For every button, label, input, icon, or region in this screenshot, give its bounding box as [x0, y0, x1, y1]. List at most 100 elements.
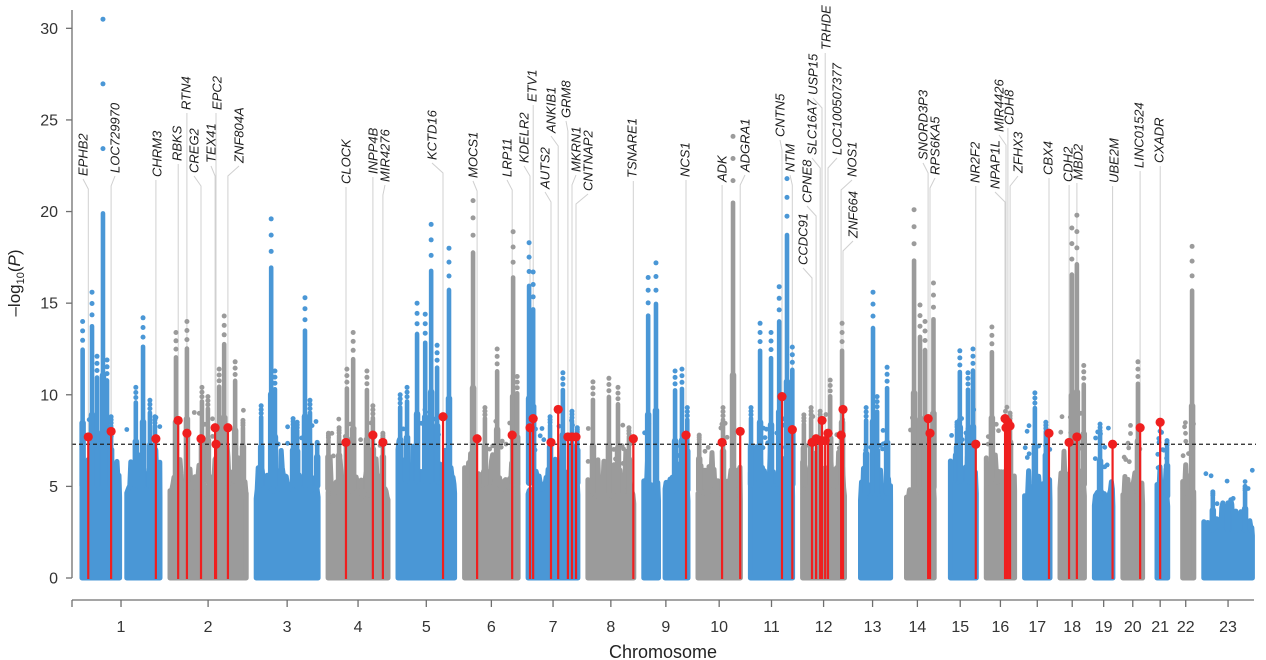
peak-point: [789, 352, 795, 358]
lead-variant-zfhx3: [1005, 421, 1015, 579]
background-point: [1128, 431, 1133, 436]
peak-point: [606, 375, 612, 381]
peak-point: [696, 432, 702, 438]
background-point: [1180, 453, 1186, 459]
peak-chr5: [445, 245, 453, 485]
peak-chr5: [396, 392, 404, 485]
peak-point: [1189, 273, 1195, 279]
x-tick-label: 11: [763, 619, 780, 636]
peak-point: [414, 300, 420, 306]
background-point: [1183, 430, 1188, 436]
peak-point: [1189, 258, 1195, 264]
peak-point: [863, 409, 869, 415]
leader-line-znf804a: [227, 165, 240, 428]
peak-point: [839, 320, 845, 326]
leader-line-creg2: [193, 175, 202, 439]
peak-chr1: [88, 289, 96, 489]
lead-variant-point: [787, 424, 797, 435]
peak-point: [428, 252, 434, 258]
background-point: [487, 446, 492, 452]
lead-variant-point: [823, 428, 833, 438]
peak-chr5: [421, 311, 429, 485]
peak-chr13: [862, 405, 870, 497]
gene-label-tsnare1: TSNARE1: [625, 118, 640, 178]
peak-chr20: [1134, 359, 1142, 497]
peak-point: [679, 366, 685, 372]
gene-label-auts2: AUTS2: [538, 146, 553, 190]
peak-point: [590, 385, 596, 391]
peak-point: [364, 381, 370, 387]
gene-label-slc16a7: SLC16A7: [805, 99, 820, 155]
peak-point: [350, 347, 356, 353]
peak-point: [757, 339, 763, 345]
background-point: [996, 428, 1001, 434]
peak-point: [768, 347, 774, 353]
peak-point: [839, 339, 845, 345]
peak-point: [446, 259, 452, 265]
lead-variant-mbd2: [1072, 432, 1082, 579]
peak-point: [1164, 438, 1170, 444]
peak-point: [80, 319, 86, 324]
peak-point: [302, 295, 308, 301]
peak-point: [80, 328, 86, 334]
lead-variant-point: [571, 432, 581, 442]
peak-point: [240, 417, 246, 423]
peak-point: [268, 216, 274, 222]
peak-point: [1069, 256, 1075, 262]
peak-point: [173, 338, 179, 344]
leader-line-ankib1: [550, 135, 559, 410]
peak-chr8: [625, 425, 633, 497]
chromosome-10-points: [695, 133, 743, 581]
peak-chr2: [204, 394, 212, 485]
peak-point: [684, 413, 690, 419]
peak-point: [748, 412, 754, 418]
background-point: [1126, 459, 1132, 465]
leader-line-ccdc91: [802, 267, 813, 443]
lead-variant-rps6ka5: [925, 428, 935, 579]
background-point: [539, 426, 545, 431]
peak-point: [789, 344, 795, 350]
peak-chr3: [257, 403, 265, 489]
peak-point: [184, 337, 190, 343]
peak-point: [874, 399, 880, 405]
chromosome-15-points: [947, 346, 979, 581]
gene-label-usp15: USP15: [806, 53, 821, 95]
background-point: [537, 433, 543, 439]
peak-point: [133, 390, 139, 395]
chromosome-9-points: [641, 260, 691, 581]
lead-variant-cdh2: [1064, 437, 1074, 579]
peak-chr13: [873, 394, 881, 497]
peak-chr3: [289, 416, 297, 489]
leader-line-usp15: [812, 97, 823, 421]
background-point: [705, 445, 711, 450]
peak-point: [152, 414, 158, 420]
peak-point: [216, 366, 222, 372]
background-point: [210, 416, 215, 422]
peak-chr11: [783, 176, 791, 488]
x-tick-label: 17: [1028, 619, 1046, 636]
lead-variant-point: [838, 404, 848, 415]
x-tick-label: 18: [1063, 619, 1081, 636]
peak-point: [863, 413, 869, 419]
lead-variant-etv1: [528, 413, 538, 579]
peak-chr3: [267, 216, 275, 489]
gene-labels: EPHB2 LOC729970 CHRM3 RBKS RTN4 CREG2 TEX41 EPC…: [76, 5, 1167, 265]
peak-point: [100, 16, 106, 22]
peak-point: [922, 328, 928, 334]
peak-point: [1225, 500, 1231, 506]
peak-point: [94, 368, 100, 373]
lead-variant-nr2f2: [971, 439, 981, 579]
peak-point: [679, 379, 685, 385]
peak-point: [422, 330, 428, 336]
peak-point: [989, 341, 995, 347]
peak-chr1: [99, 16, 107, 489]
background-point: [1182, 424, 1187, 430]
peak-point: [970, 346, 976, 352]
background-point: [1123, 457, 1129, 462]
peak-point: [364, 374, 370, 380]
background-point: [585, 426, 591, 431]
background-point: [1249, 467, 1255, 473]
peak-point: [768, 330, 774, 335]
peak-point: [776, 284, 782, 290]
lead-variant-point: [735, 426, 745, 437]
